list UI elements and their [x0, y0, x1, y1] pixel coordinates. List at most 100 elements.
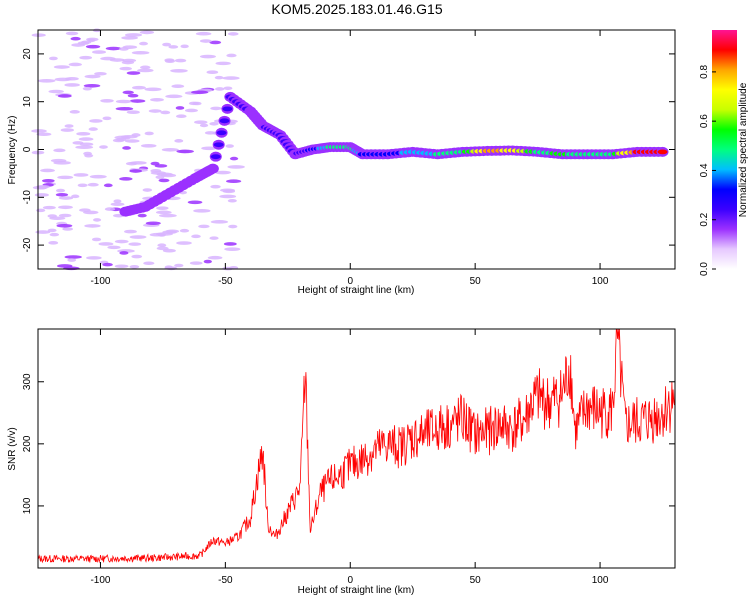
noise-cell [86, 256, 102, 260]
spectrogram-ylabel: Frequency (Hz) [7, 116, 18, 185]
noise-cell [156, 246, 169, 251]
noise-cell [158, 213, 177, 218]
noise-cell [137, 213, 147, 218]
noise-cell [180, 44, 189, 49]
noise-cell [193, 209, 211, 213]
noise-cell [191, 90, 209, 95]
noise-cell [92, 50, 107, 54]
noise-cell [56, 264, 73, 268]
noise-cell [55, 192, 69, 197]
y-tick-label: 0 [22, 146, 33, 152]
noise-cell [79, 142, 94, 147]
noise-cell [219, 194, 237, 199]
ridge-cell [216, 130, 227, 136]
noise-cell [119, 177, 133, 181]
noise-cell [112, 138, 125, 143]
snr-background [38, 329, 675, 568]
noise-cell [201, 146, 218, 151]
noise-cell [155, 175, 165, 179]
noise-cell [194, 120, 208, 124]
noise-cell [57, 175, 74, 180]
noise-cell [99, 145, 108, 149]
noise-cell [121, 36, 139, 40]
noise-cell [102, 262, 113, 267]
noise-cell [36, 208, 46, 213]
noise-cell [170, 69, 188, 73]
noise-cell [37, 79, 56, 83]
noise-cell [139, 41, 148, 46]
noise-cell [42, 205, 56, 210]
noise-cell [58, 205, 73, 210]
noise-cell [98, 242, 114, 246]
noise-cell [121, 60, 135, 65]
snr-xlabel: Height of straight line (km) [298, 585, 415, 596]
noise-cell [204, 131, 216, 135]
ridge-cell [210, 154, 221, 160]
noise-cell [145, 221, 161, 226]
noise-cell [124, 139, 140, 143]
chart-title: KOM5.2025.183.01.46.G15 [271, 1, 442, 17]
snr-series-line [37, 328, 676, 564]
noise-cell [60, 128, 75, 132]
noise-cell [126, 71, 141, 75]
noise-cell [199, 54, 216, 59]
noise-cell [125, 161, 138, 166]
y-tick-label: 100 [22, 497, 33, 514]
noise-cell [148, 109, 162, 113]
noise-cell [154, 164, 168, 168]
noise-cell [198, 224, 210, 229]
noise-cell [139, 65, 151, 70]
noise-cell [64, 124, 74, 128]
noise-cell [174, 139, 184, 143]
noise-cell [94, 71, 107, 76]
noise-cell [113, 199, 122, 203]
noise-cell [86, 37, 99, 42]
noise-cell [124, 33, 143, 37]
colorbar-gradient [712, 30, 737, 269]
noise-cell [220, 188, 236, 193]
x-tick-label: -50 [218, 276, 233, 287]
noise-cell [203, 259, 212, 264]
noise-cell [210, 184, 221, 189]
noise-cell [129, 235, 147, 239]
ridge-cell [219, 118, 230, 124]
noise-cell [119, 66, 132, 71]
noise-cell [53, 65, 70, 69]
noise-cell [199, 39, 212, 43]
x-tick-label: 50 [470, 276, 482, 287]
noise-cell [209, 121, 219, 126]
noise-cell [71, 194, 80, 199]
colorbar: 0.0 0.2 0.4 0.6 0.8 Normalized spectral ampl… [699, 30, 749, 276]
noise-cell [227, 198, 237, 203]
noise-cell [223, 242, 237, 246]
noise-cell [222, 76, 240, 80]
colorbar-tick-label: 0.8 [699, 64, 710, 78]
noise-cell [131, 50, 150, 55]
noise-cell [102, 116, 112, 121]
x-tick-label: 50 [470, 575, 482, 586]
noise-cell [93, 218, 102, 222]
noise-cell [114, 239, 129, 244]
noise-cell [228, 224, 238, 229]
noise-cell [187, 200, 203, 205]
noise-cell [56, 188, 66, 193]
noise-cell [70, 36, 81, 41]
noise-cell [83, 151, 92, 156]
noise-cell [73, 173, 89, 177]
noise-cell [89, 119, 103, 123]
y-tick-label: 300 [22, 373, 33, 390]
snr-panel: -100 -50 0 50 100 100 200 300 Height of straigh… [7, 328, 676, 596]
noise-cell [103, 183, 113, 188]
noise-cell [128, 242, 142, 246]
noise-cell [126, 110, 140, 114]
noise-cell [100, 99, 114, 103]
noise-cell [226, 53, 237, 58]
noise-cell [122, 146, 131, 150]
noise-cell [100, 56, 116, 61]
noise-cell [105, 46, 122, 51]
noise-cell [150, 97, 164, 102]
noise-cell [175, 114, 187, 119]
y-tick-label: 10 [22, 96, 33, 108]
